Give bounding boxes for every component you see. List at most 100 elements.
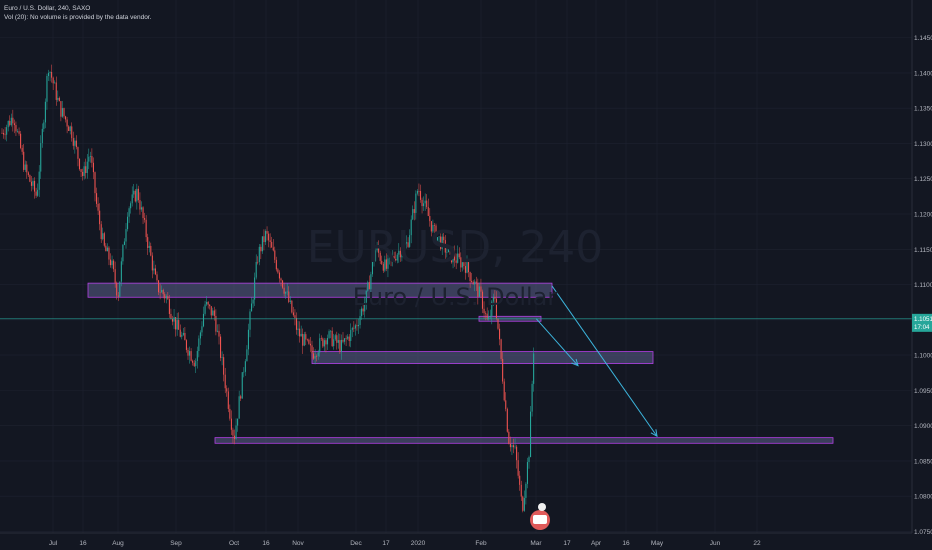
candle-body <box>519 475 521 485</box>
candle-body <box>502 358 504 382</box>
candle-body <box>495 298 497 319</box>
candle-body <box>516 446 518 461</box>
candle-body <box>342 339 344 342</box>
candle-body <box>224 374 226 389</box>
candle-body <box>323 340 325 347</box>
candle-body <box>316 356 318 357</box>
price-zone[interactable] <box>87 282 553 298</box>
candle-body <box>63 108 65 117</box>
candle-body <box>215 315 217 332</box>
candle-body <box>362 308 364 312</box>
projection-arrow-line[interactable] <box>535 318 579 367</box>
candle-body <box>351 327 353 330</box>
logo-body-icon <box>533 515 547 524</box>
candle-body <box>424 200 426 204</box>
candle-body <box>339 340 341 352</box>
price-tick-label: 1.09000 <box>914 423 932 430</box>
candle-body <box>106 247 108 252</box>
candle-body <box>344 338 346 342</box>
price-zone[interactable] <box>214 437 834 444</box>
candle-body <box>449 247 451 249</box>
candle-body <box>416 191 418 194</box>
candle-body <box>361 308 363 317</box>
candle-body <box>125 229 127 242</box>
candle-body <box>16 131 19 132</box>
time-axis[interactable]: Jul 16 Aug Sep Oct 16 Nov Dec 17 2020 Feb Mar 17 Apr 1… <box>49 540 761 547</box>
candle-body <box>68 126 70 131</box>
candle-body <box>464 266 466 273</box>
candle-body <box>509 443 511 448</box>
candle-body <box>66 119 68 127</box>
candle-body <box>7 120 9 128</box>
candle-body <box>520 484 522 497</box>
candle-body <box>474 281 476 285</box>
candle-body <box>528 457 530 463</box>
candle-body <box>292 312 294 316</box>
candle-body <box>60 101 62 117</box>
candle-body <box>34 180 36 192</box>
candle-body <box>353 327 355 329</box>
symbol-title[interactable]: Euro / U.S. Dollar, 240, SAXO <box>4 5 91 12</box>
time-tick-label: 16 <box>262 540 270 547</box>
candle-body <box>440 236 442 249</box>
candle-body <box>350 329 352 341</box>
time-tick-label: 17 <box>382 540 390 547</box>
candle-body <box>189 351 191 356</box>
candle-body <box>193 362 195 367</box>
candle-body <box>407 242 409 247</box>
candle-body <box>83 166 85 176</box>
candle-body <box>376 246 378 251</box>
candle-body <box>61 108 63 117</box>
grid-lines <box>0 0 912 533</box>
candle-body <box>221 357 223 358</box>
candle-body <box>78 158 81 170</box>
price-axis[interactable]: 1.14500 1.14000 1.13500 1.13000 1.12500 1.120… <box>914 35 932 536</box>
last-price-tag: 1.1051417:04 <box>912 313 932 332</box>
candle-body <box>319 338 321 353</box>
candle-body <box>206 301 208 305</box>
candle-body <box>370 274 372 290</box>
candle-body <box>486 313 488 320</box>
candle-body <box>282 280 284 288</box>
candle-body <box>204 304 206 314</box>
candle-body <box>220 336 222 358</box>
candle-body <box>108 247 110 260</box>
candle-body <box>243 371 245 373</box>
last-price-value: 1.10514 <box>914 316 932 323</box>
candle-body <box>40 143 42 172</box>
candle-body <box>447 247 449 253</box>
candle-body <box>291 300 293 313</box>
candle-body <box>364 302 366 312</box>
candle-body <box>268 233 270 241</box>
candle-body <box>190 351 192 361</box>
candle-body <box>170 313 172 319</box>
chart-legend: Euro / U.S. Dollar, 240, SAXO Vol (20): … <box>4 4 151 22</box>
candle-body <box>241 372 243 399</box>
candle-body <box>133 190 135 195</box>
candle-body <box>244 361 246 372</box>
candle-body <box>406 242 408 244</box>
candle-body <box>158 280 160 293</box>
candle-body <box>531 383 533 412</box>
candle-body <box>382 263 384 271</box>
candle-body <box>223 357 225 375</box>
candle-body <box>198 338 200 352</box>
candle-body <box>210 306 212 316</box>
candle-body <box>261 236 263 252</box>
candle-body <box>444 240 446 253</box>
price-tick-label: 1.08500 <box>914 458 932 465</box>
price-tick-label: 1.13500 <box>914 106 932 113</box>
candle-body <box>460 257 462 268</box>
candle-body <box>450 248 453 263</box>
candle-body <box>212 310 214 316</box>
candle-body <box>249 311 251 330</box>
tradingview-logo[interactable] <box>530 503 550 530</box>
candle-body <box>44 101 46 123</box>
candle-body <box>409 235 411 247</box>
candle-body <box>523 497 525 511</box>
candle-body <box>18 131 20 134</box>
time-tick-label: Jul <box>49 540 58 547</box>
projection-arrow-line[interactable] <box>551 285 658 437</box>
candle-body <box>260 246 262 252</box>
